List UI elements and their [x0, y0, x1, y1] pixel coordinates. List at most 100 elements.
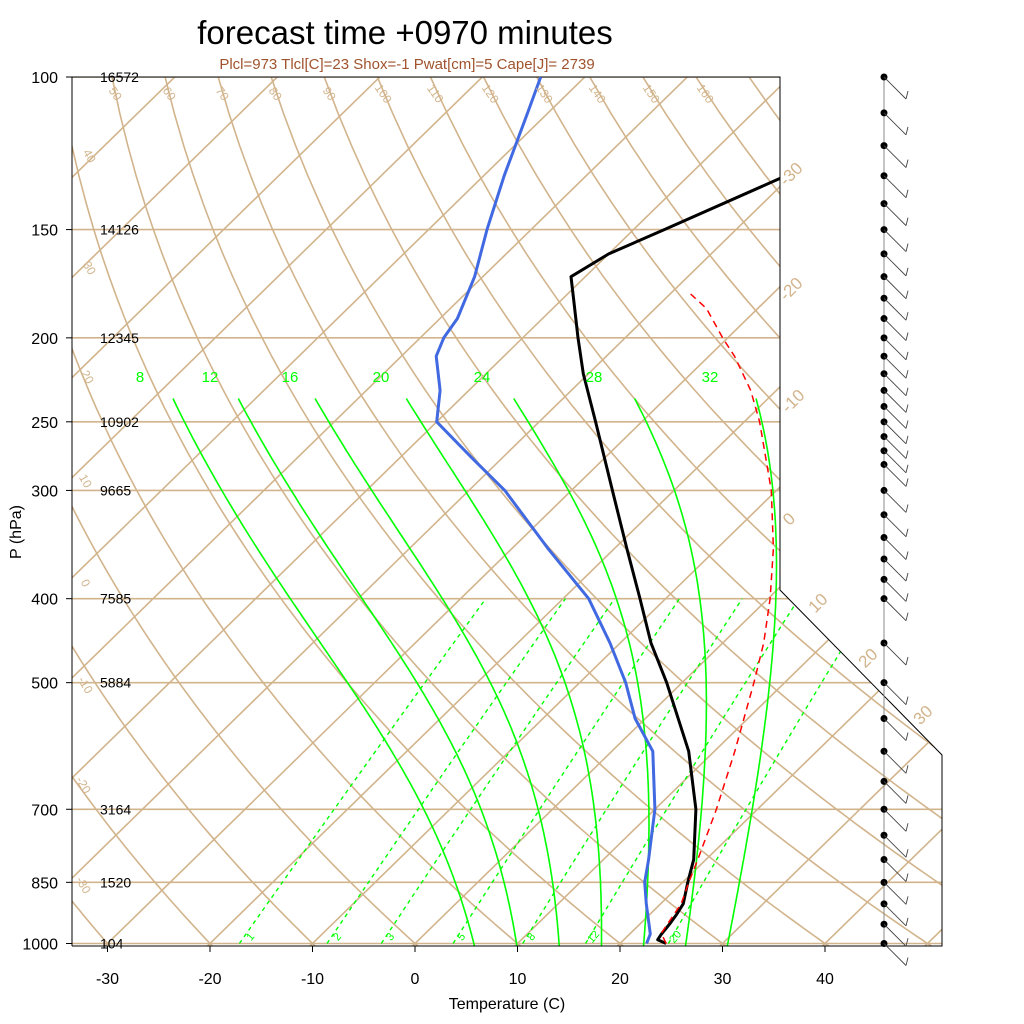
wind-barb [883, 514, 907, 538]
wind-barb [883, 203, 907, 226]
moist-adiabat-label: 12 [202, 369, 219, 386]
pressure-tick-label: 1000 [22, 937, 58, 954]
mixing-ratio-line [380, 598, 616, 944]
dry-adiabat-line [72, 77, 351, 946]
moist-adiabat-line [633, 398, 708, 946]
pressure-tick-label: 100 [31, 70, 58, 87]
wind-barb [883, 537, 907, 560]
wind-barb-feather [905, 351, 909, 360]
wind-barb-feather [905, 656, 909, 666]
temperature-tick-label: 10 [509, 971, 527, 988]
moist-adiabat-line [723, 398, 778, 946]
wind-barb-feather [905, 420, 909, 429]
dry-adiabat-line [516, 77, 942, 946]
dewpoint-profile [434, 77, 657, 945]
wind-barb [883, 943, 907, 966]
temperature-tick-label: 30 [714, 971, 732, 988]
background-lines [72, 77, 942, 946]
wind-barb [883, 598, 907, 622]
wind-barb [883, 355, 907, 379]
wind-barb-feather [905, 572, 909, 582]
temperature-tick-label: 0 [411, 971, 420, 988]
wind-barb-feather [905, 896, 909, 905]
dry-adiabat-line [104, 77, 772, 946]
isotherm-label: 0 [779, 509, 799, 529]
wind-barb [883, 923, 907, 947]
mixing-ratio-line [238, 598, 487, 944]
dry-adiabat-label: 90 [320, 84, 339, 103]
isotherm-line [72, 77, 934, 946]
wind-barb-feather [905, 332, 909, 341]
isotherm-label: 10 [805, 590, 832, 617]
wind-barb [883, 373, 907, 397]
wind-barb [883, 337, 907, 361]
isotherm-line [72, 77, 216, 946]
isotherm-label: 30 [910, 702, 937, 729]
wind-barb [883, 76, 907, 100]
wind-barb-feather [905, 593, 909, 602]
temperature-tick-label: 20 [611, 971, 629, 988]
frame-border [71, 76, 943, 947]
wind-barb [883, 112, 907, 136]
moist-adiabat-line [172, 398, 479, 946]
wind-barb-feather [905, 90, 909, 100]
isotherm-line [72, 77, 626, 946]
wind-barb-feather [905, 290, 909, 299]
height-label: 104 [100, 936, 124, 952]
height-label: 14126 [100, 222, 139, 238]
wind-barb [883, 859, 907, 882]
dry-adiabat-label: 80 [266, 84, 285, 103]
grid-labels: 1001502002503004005007008501000165721412… [22, 69, 936, 988]
dry-adiabat-line [207, 77, 942, 946]
dry-adiabat-label: 110 [424, 82, 447, 106]
wind-barb-feather [905, 126, 909, 135]
height-label: 3164 [100, 801, 131, 817]
wind-barb [883, 421, 907, 445]
dry-adiabat-line [72, 77, 141, 946]
isotherm-line [72, 77, 831, 946]
isotherm-line [72, 77, 729, 946]
dry-adiabat-line [670, 77, 942, 946]
temperature-tick-label: -20 [198, 971, 221, 988]
dry-adiabat-label: 0 [78, 577, 94, 590]
wind-barb [883, 145, 907, 168]
wind-barb-feather [905, 435, 909, 444]
wind-barb-feather [905, 957, 909, 966]
wind-barb-feather [905, 504, 909, 513]
mixing-ratio-label: 1 [244, 931, 257, 943]
moist-adiabat-label: 32 [702, 369, 719, 386]
wind-barb [883, 781, 907, 804]
wind-barb [883, 175, 907, 199]
isotherm-line [787, 77, 942, 946]
wind-barb-feather [905, 267, 909, 276]
wind-barb-feather [905, 528, 909, 537]
dry-adiabat-label: 60 [160, 84, 179, 103]
y-axis-label: P (hPa) [8, 505, 25, 559]
dry-adiabat-line [72, 77, 457, 946]
pressure-tick-label: 700 [31, 802, 58, 819]
moist-adiabat-label: 16 [282, 369, 299, 386]
moist-adiabat-label: 20 [373, 369, 390, 386]
pressure-tick-label: 250 [31, 415, 58, 432]
wind-barb-feather [905, 464, 909, 473]
wind-barb-feather [905, 917, 909, 926]
moist-adiabat-label: 8 [136, 369, 144, 386]
wind-barb [883, 808, 907, 832]
temperature-tick-label: -10 [301, 971, 324, 988]
wind-barb-feather [905, 823, 909, 832]
mixing-ratio-label: 2 [331, 931, 344, 943]
moist-adiabat-line [237, 398, 520, 946]
dry-adiabat-label: -20 [73, 774, 94, 796]
wind-barb-feather [905, 795, 909, 804]
pressure-tick-label: 400 [31, 592, 58, 609]
wind-barb-feather [905, 849, 909, 858]
dry-adiabat-line [310, 77, 942, 946]
wind-barb [883, 450, 907, 474]
height-label: 1520 [100, 874, 131, 890]
dry-adiabat-line [464, 77, 942, 946]
pressure-tick-label: 500 [31, 676, 58, 693]
wind-barb [883, 682, 907, 705]
height-label: 10902 [100, 414, 139, 430]
wind-barb-feather [905, 159, 909, 168]
